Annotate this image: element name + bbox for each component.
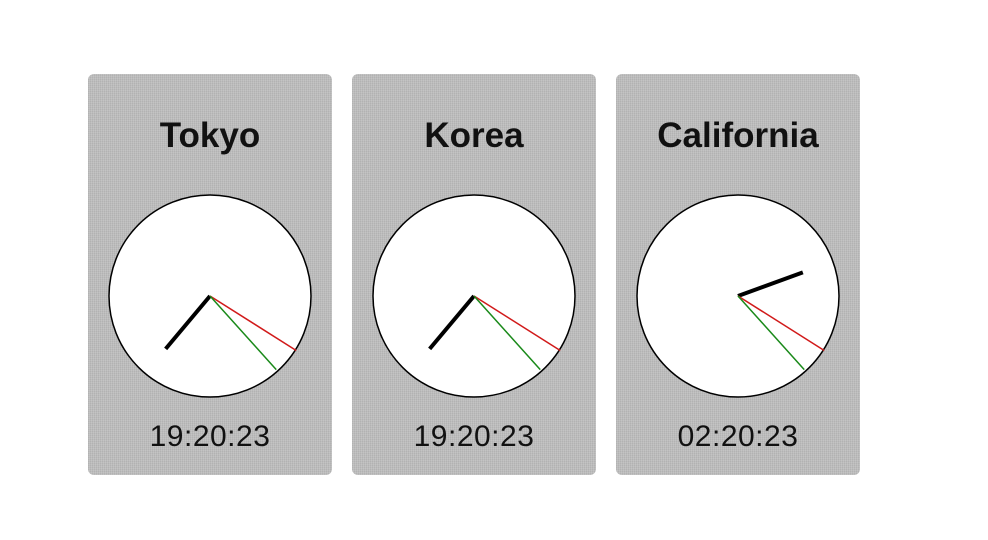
analog-clock: [372, 194, 576, 398]
analog-clock: [108, 194, 312, 398]
second-hand: [473, 295, 541, 371]
city-name: Korea: [424, 116, 524, 155]
minute-hand: [737, 295, 825, 352]
second-hand: [737, 295, 805, 371]
digital-time: 02:20:23: [677, 420, 799, 453]
city-name: Tokyo: [159, 116, 261, 155]
clock-face: [636, 194, 840, 398]
hour-hand: [737, 270, 804, 298]
analog-clock: [636, 194, 840, 398]
clock-face: [372, 194, 576, 398]
clock-card-korea: Korea 19:20:23: [352, 74, 596, 475]
second-hand: [209, 295, 277, 371]
hour-hand: [428, 294, 476, 351]
minute-hand: [209, 295, 297, 352]
digital-time: 19:20:23: [413, 420, 535, 453]
clock-face: [108, 194, 312, 398]
city-name: California: [657, 116, 819, 155]
clock-card-tokyo: Tokyo 19:20:23: [88, 74, 332, 475]
digital-time: 19:20:23: [149, 420, 271, 453]
hour-hand: [164, 294, 212, 351]
minute-hand: [473, 295, 561, 352]
clock-card-california: California 02:20:23: [616, 74, 860, 475]
